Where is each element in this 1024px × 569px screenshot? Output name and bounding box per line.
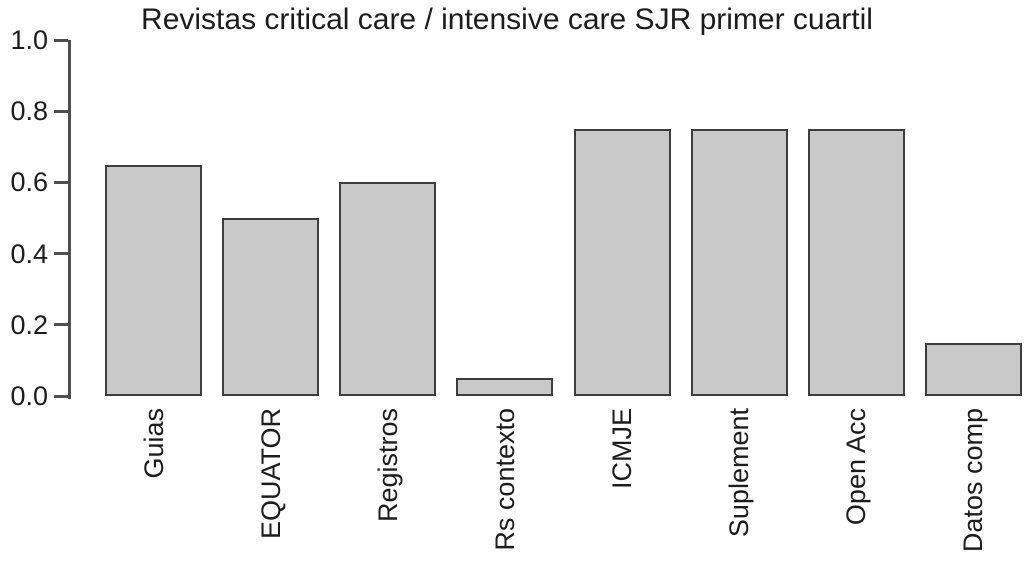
bar-column: Datos comp [924, 40, 1022, 552]
bar [222, 218, 320, 396]
bar-label: Guias [138, 408, 169, 479]
y-tick-mark [54, 38, 68, 42]
bar [456, 378, 554, 396]
plot-area: 0.0 0.2 0.4 0.6 0.8 1.0 Guias EQUATOR Registros… [10, 25, 1022, 552]
bar-column: ICMJE [573, 40, 671, 489]
y-axis-line [68, 40, 71, 399]
bars-layer: Guias EQUATOR Registros Rs contexto ICMJE Sup… [105, 40, 1022, 552]
y-tick-label: 0.8 [10, 96, 48, 127]
bar [105, 164, 202, 396]
y-tick-label: 0.4 [10, 238, 48, 269]
y-tick-label: 0.2 [10, 309, 48, 340]
y-tick-mark [54, 180, 68, 184]
chart-title: Revistas critical care / intensive care … [141, 3, 873, 36]
bar [573, 129, 671, 396]
bar-column: Rs contexto [456, 40, 554, 551]
y-tick-label: 1.0 [10, 25, 48, 55]
y-tick-mark [54, 394, 68, 398]
bar-label: Rs contexto [489, 408, 520, 551]
bar-label: EQUATOR [255, 408, 286, 540]
y-tick-mark [54, 323, 68, 327]
bar-label: Suplement [724, 408, 755, 538]
bar-label: Registros [372, 408, 403, 523]
bar [339, 182, 437, 396]
bar [924, 342, 1022, 396]
bar [690, 129, 788, 396]
bar-column: Guias [105, 40, 202, 479]
bar-column: Open Acc [807, 40, 905, 525]
bar [807, 129, 905, 396]
bar-label: ICMJE [607, 408, 638, 489]
y-tick-mark [54, 109, 68, 113]
bar-label: Datos comp [958, 408, 989, 553]
bar-label: Open Acc [841, 408, 872, 526]
y-tick-label: 0.0 [10, 381, 48, 411]
bar-column: Suplement [690, 40, 788, 537]
bar-column: EQUATOR [222, 40, 320, 539]
bar-column: Registros [339, 40, 437, 522]
y-tick-mark [54, 252, 68, 256]
y-tick-label: 0.6 [10, 167, 48, 198]
